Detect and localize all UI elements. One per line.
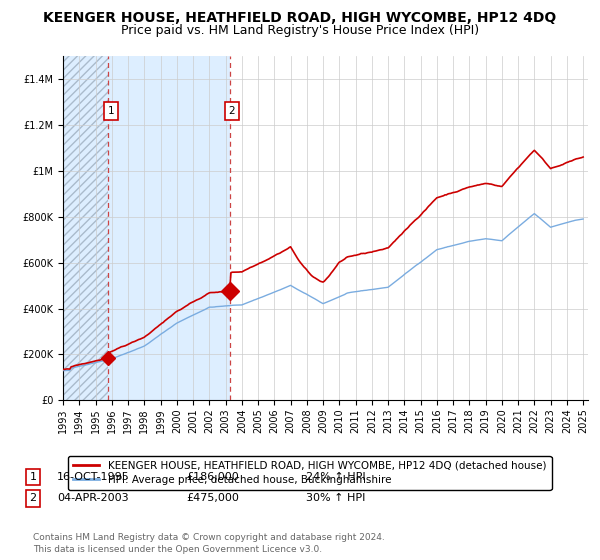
Text: Contains HM Land Registry data © Crown copyright and database right 2024.
This d: Contains HM Land Registry data © Crown c…: [33, 533, 385, 554]
Text: 1: 1: [107, 106, 114, 116]
Text: 16-OCT-1995: 16-OCT-1995: [57, 472, 130, 482]
Text: 2: 2: [29, 493, 37, 503]
Text: 2: 2: [229, 106, 235, 116]
Text: Price paid vs. HM Land Registry's House Price Index (HPI): Price paid vs. HM Land Registry's House …: [121, 24, 479, 36]
Text: 30% ↑ HPI: 30% ↑ HPI: [306, 493, 365, 503]
Bar: [109, 56, 230, 400]
Text: £475,000: £475,000: [186, 493, 239, 503]
Text: 04-APR-2003: 04-APR-2003: [57, 493, 128, 503]
Bar: [63, 56, 109, 400]
Text: KEENGER HOUSE, HEATHFIELD ROAD, HIGH WYCOMBE, HP12 4DQ: KEENGER HOUSE, HEATHFIELD ROAD, HIGH WYC…: [43, 11, 557, 25]
Text: £186,000: £186,000: [186, 472, 239, 482]
Text: 1: 1: [29, 472, 37, 482]
Text: 24% ↑ HPI: 24% ↑ HPI: [306, 472, 365, 482]
Legend: KEENGER HOUSE, HEATHFIELD ROAD, HIGH WYCOMBE, HP12 4DQ (detached house), HPI: Av: KEENGER HOUSE, HEATHFIELD ROAD, HIGH WYC…: [68, 455, 551, 490]
